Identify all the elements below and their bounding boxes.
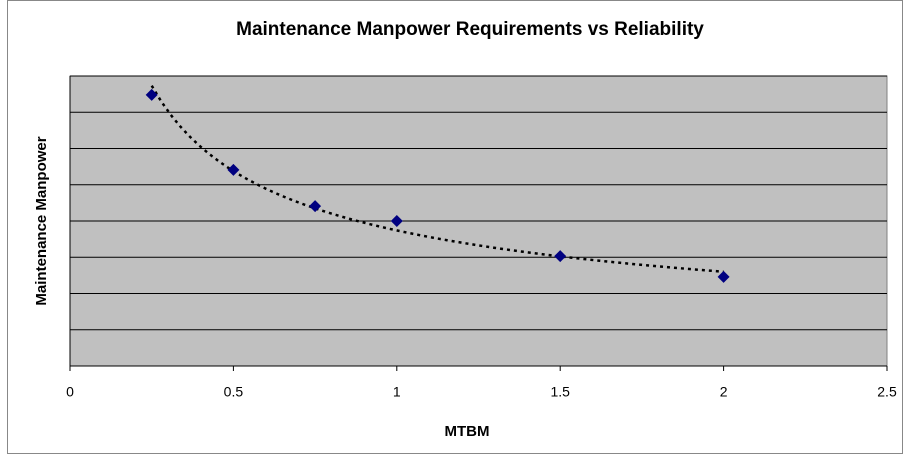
point [717,270,730,283]
x-tick-label: 2 [720,384,728,400]
x-tick-label: 1 [393,384,401,400]
point [227,163,240,176]
point [554,250,567,263]
point [390,215,403,227]
y-axis-title: Maintenance Manpower [33,136,50,305]
x-tick-label: 2.5 [877,384,897,400]
trendline [150,85,724,273]
x-tick-label: 0.5 [224,384,244,400]
x-axis-title: MTBM [445,423,490,440]
x-tick-label: 1.5 [550,384,570,400]
point [145,88,158,101]
point [309,200,322,213]
chart-title: Maintenance Manpower Requirements vs Rel… [236,19,704,40]
x-tick-label: 0 [66,384,74,400]
